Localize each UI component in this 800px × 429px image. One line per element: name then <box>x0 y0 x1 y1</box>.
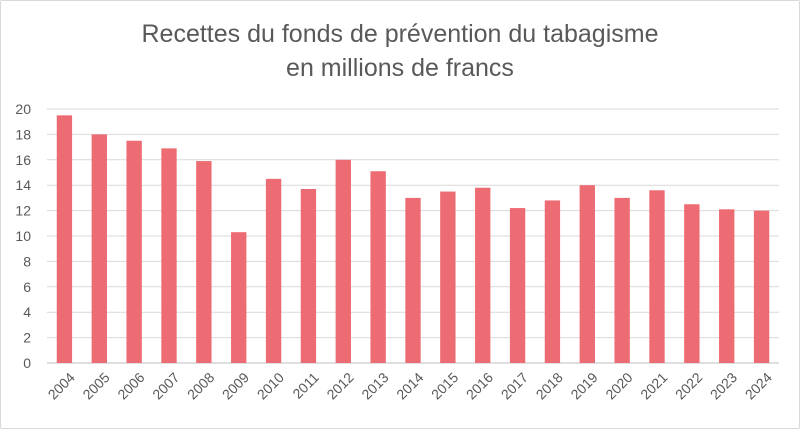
bar-2005 <box>91 134 107 363</box>
chart-title: Recettes du fonds de prévention du tabag… <box>1 17 799 85</box>
bar-2007 <box>161 148 177 363</box>
bar-2004 <box>56 115 73 363</box>
y-tick-label: 6 <box>23 279 31 295</box>
bar-2018 <box>544 200 561 363</box>
bar-2020 <box>614 197 630 363</box>
x-tick-label: 2022 <box>672 369 705 402</box>
x-tick-label: 2015 <box>428 369 461 402</box>
y-tick-label: 10 <box>15 228 31 244</box>
x-tick-label: 2009 <box>219 369 252 402</box>
y-tick-label: 0 <box>23 355 31 371</box>
bar-2008 <box>196 161 212 363</box>
bar-2009 <box>231 232 247 363</box>
bar-2011 <box>300 189 317 363</box>
bar-2016 <box>475 187 491 363</box>
y-tick-label: 12 <box>15 203 31 219</box>
bar-2010 <box>265 178 282 363</box>
x-tick-label: 2020 <box>602 369 635 402</box>
x-tick-label: 2024 <box>742 369 775 402</box>
bar-2006 <box>126 140 142 363</box>
y-tick-label: 14 <box>15 177 31 193</box>
x-tick-label: 2023 <box>707 369 740 402</box>
bar-2015 <box>440 191 456 363</box>
bar-2022 <box>684 204 700 363</box>
x-tick-label: 2010 <box>254 369 287 402</box>
y-tick-label: 4 <box>23 304 31 320</box>
x-tick-label: 2014 <box>393 369 426 402</box>
y-tick-label: 2 <box>23 330 31 346</box>
y-tick-label: 16 <box>15 152 31 168</box>
x-tick-label: 2011 <box>289 369 322 402</box>
bar-2021 <box>649 190 665 363</box>
bar-2017 <box>509 208 526 363</box>
bar-2019 <box>579 185 595 363</box>
y-tick-label: 18 <box>15 126 31 142</box>
x-tick-label: 2017 <box>498 369 531 402</box>
x-tick-label: 2004 <box>45 369 78 402</box>
chart-title-line-2: en millions de francs <box>286 54 514 82</box>
x-tick-label: 2021 <box>637 369 670 402</box>
x-tick-label: 2012 <box>323 369 356 402</box>
bar-2014 <box>405 197 421 363</box>
x-tick-label: 2016 <box>463 369 496 402</box>
x-tick-label: 2005 <box>79 369 112 402</box>
bar-2023 <box>719 209 735 363</box>
y-tick-label: 8 <box>23 253 31 269</box>
y-tick-label: 20 <box>15 101 31 117</box>
x-tick-label: 2019 <box>567 369 600 402</box>
x-tick-label: 2007 <box>149 369 182 402</box>
bar-2013 <box>370 171 386 363</box>
bar-2012 <box>335 159 351 363</box>
x-tick-label: 2006 <box>114 369 147 402</box>
chart-title-line-1: Recettes du fonds de prévention du tabag… <box>141 20 659 48</box>
x-tick-label: 2008 <box>184 369 217 402</box>
x-tick-label: 2018 <box>533 369 566 402</box>
bar-2024 <box>753 210 770 363</box>
x-tick-label: 2013 <box>358 369 391 402</box>
